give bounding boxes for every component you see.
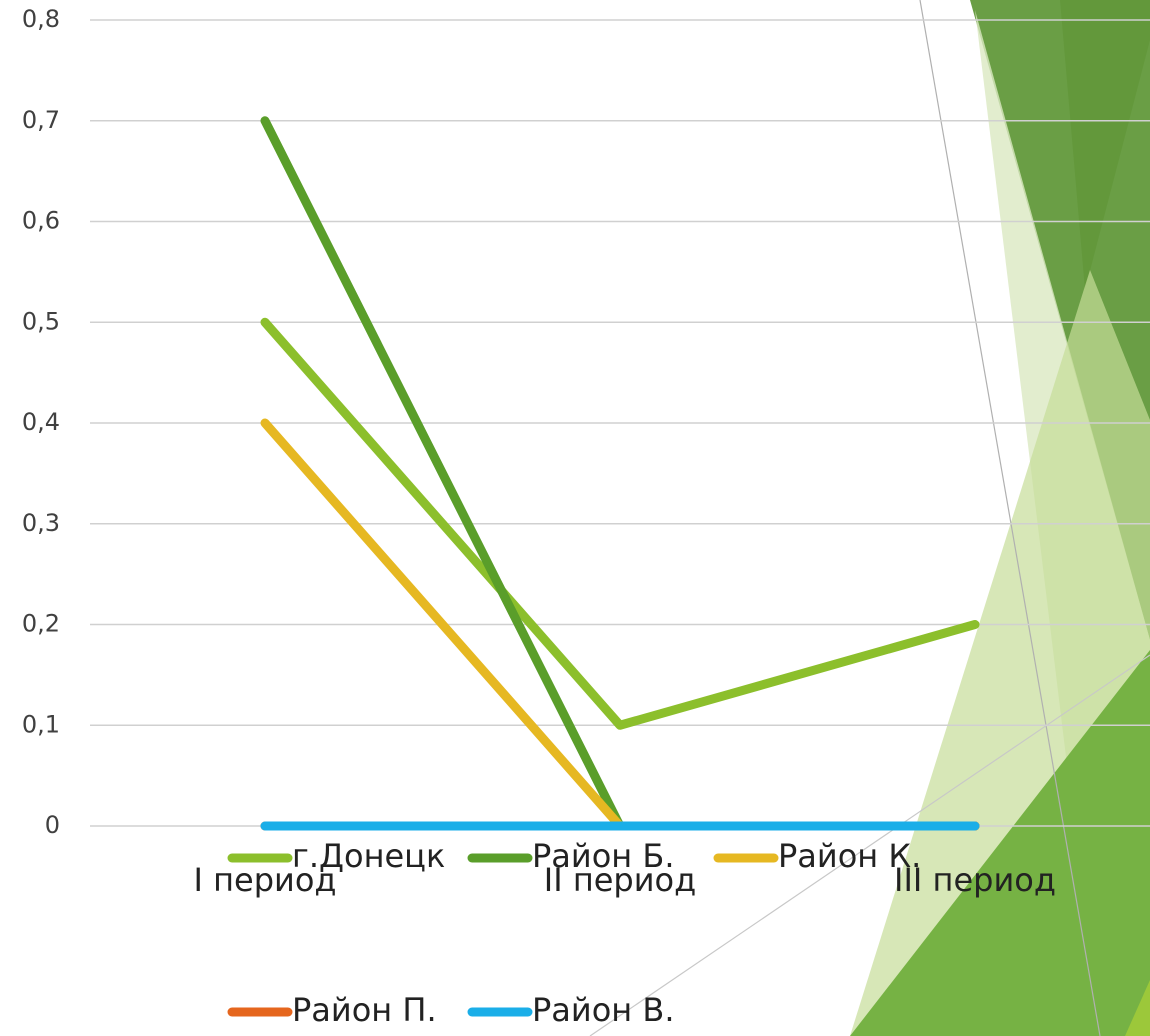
x-tick-label: II период bbox=[544, 861, 696, 899]
deco-shape bbox=[1060, 0, 1150, 290]
legend-label: Район В. bbox=[532, 991, 675, 1029]
y-tick-label: 0,6 bbox=[22, 207, 60, 235]
y-tick-label: 0,1 bbox=[22, 710, 60, 738]
legend-label: г.Донецк bbox=[292, 837, 445, 875]
legend-label: Район Б. bbox=[532, 837, 675, 875]
deco-shape bbox=[1125, 980, 1150, 1036]
y-tick-label: 0,8 bbox=[22, 5, 60, 33]
x-tick-label: III период bbox=[894, 861, 1056, 899]
deco-line bbox=[589, 654, 1150, 1036]
legend-label: Район К. bbox=[778, 837, 921, 875]
plot-area: 0 0,1 0,2 0,3 0,4 0,5 0,6 0,7 0,8 I период II пери… bbox=[22, 5, 1150, 1029]
series-line bbox=[260, 317, 980, 730]
deco-shape bbox=[850, 650, 1150, 1036]
x-tick-label: I период bbox=[193, 861, 336, 899]
y-tick-label: 0 bbox=[45, 811, 60, 839]
y-tick-label: 0,4 bbox=[22, 408, 60, 436]
y-tick-label: 0,7 bbox=[22, 106, 60, 134]
y-tick-label: 0,2 bbox=[22, 610, 60, 638]
y-tick-label: 0,3 bbox=[22, 509, 60, 537]
deco-line bbox=[919, 0, 1101, 1036]
background-decoration bbox=[589, 0, 1150, 1036]
legend-label: Район П. bbox=[292, 991, 437, 1029]
y-tick-label: 0,5 bbox=[22, 307, 60, 335]
